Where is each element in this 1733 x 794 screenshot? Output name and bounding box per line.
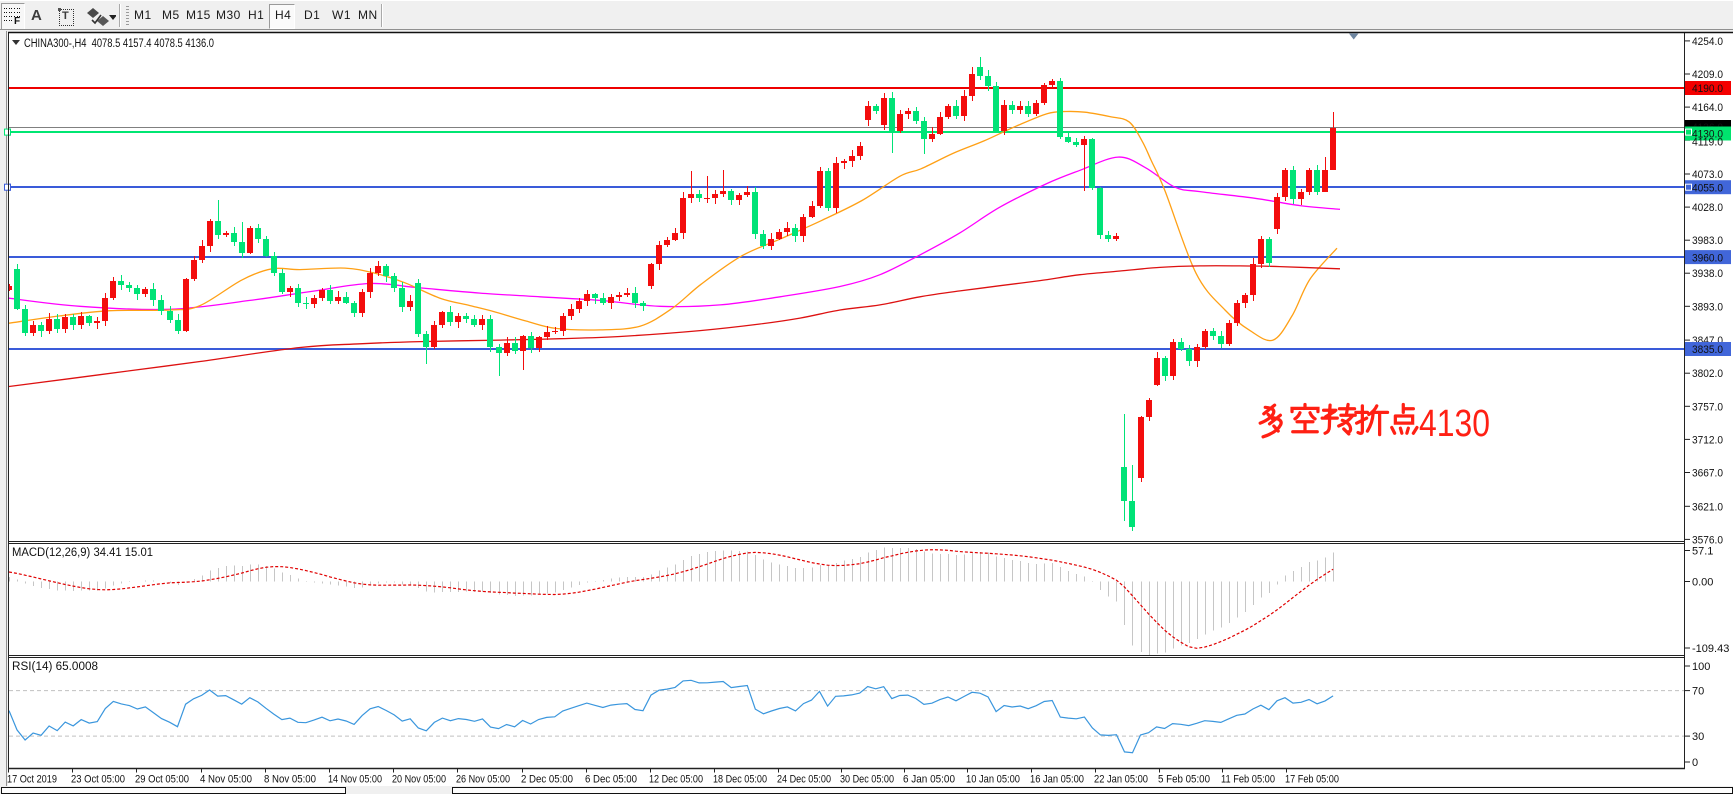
svg-text:3757.0: 3757.0 xyxy=(1692,401,1723,413)
svg-text:0: 0 xyxy=(1692,757,1698,769)
svg-text:MACD(12,26,9) 34.41 15.01: MACD(12,26,9) 34.41 15.01 xyxy=(12,547,153,559)
svg-text:6 Dec 05:00: 6 Dec 05:00 xyxy=(585,774,637,786)
svg-text:8 Nov 05:00: 8 Nov 05:00 xyxy=(264,774,316,786)
svg-text:4190.0: 4190.0 xyxy=(1692,83,1723,95)
svg-text:-109.43: -109.43 xyxy=(1692,643,1729,655)
svg-text:4130: 4130 xyxy=(1419,403,1490,445)
svg-text:3667.0: 3667.0 xyxy=(1692,468,1723,480)
svg-text:30: 30 xyxy=(1692,731,1704,743)
svg-text:4209.0: 4209.0 xyxy=(1692,69,1723,81)
svg-text:5 Feb 05:00: 5 Feb 05:00 xyxy=(1158,774,1210,786)
svg-text:0.00: 0.00 xyxy=(1692,577,1713,589)
svg-text:4254.0: 4254.0 xyxy=(1692,36,1723,48)
svg-text:100: 100 xyxy=(1692,661,1710,673)
svg-text:3893.0: 3893.0 xyxy=(1692,301,1723,313)
svg-text:3576.0: 3576.0 xyxy=(1692,534,1723,546)
svg-text:10 Jan 05:00: 10 Jan 05:00 xyxy=(966,774,1020,786)
svg-text:3712.0: 3712.0 xyxy=(1692,434,1723,446)
svg-text:20 Nov 05:00: 20 Nov 05:00 xyxy=(392,774,446,786)
svg-text:3938.0: 3938.0 xyxy=(1692,268,1723,280)
svg-text:4073.0: 4073.0 xyxy=(1692,169,1723,181)
svg-text:29 Oct 05:00: 29 Oct 05:00 xyxy=(135,774,189,786)
svg-text:CHINA300-,H4 4078.5 4157.4 40: CHINA300-,H4 4078.5 4157.4 4078.5 4136.0 xyxy=(24,38,214,50)
svg-text:3983.0: 3983.0 xyxy=(1692,235,1723,247)
svg-text:4130.0: 4130.0 xyxy=(1692,129,1723,141)
svg-text:57.1: 57.1 xyxy=(1692,546,1713,558)
svg-text:18 Dec 05:00: 18 Dec 05:00 xyxy=(713,774,767,786)
svg-text:70: 70 xyxy=(1692,686,1704,698)
svg-text:3960.0: 3960.0 xyxy=(1692,252,1723,264)
svg-text:23 Oct 05:00: 23 Oct 05:00 xyxy=(71,774,125,786)
svg-text:16 Jan 05:00: 16 Jan 05:00 xyxy=(1030,774,1084,786)
svg-text:22 Jan 05:00: 22 Jan 05:00 xyxy=(1094,774,1148,786)
svg-text:4028.0: 4028.0 xyxy=(1692,202,1723,214)
svg-text:17 Feb 05:00: 17 Feb 05:00 xyxy=(1285,774,1339,786)
svg-text:24 Dec 05:00: 24 Dec 05:00 xyxy=(777,774,831,786)
svg-text:17 Oct 2019: 17 Oct 2019 xyxy=(7,774,57,786)
svg-text:RSI(14) 65.0008: RSI(14) 65.0008 xyxy=(12,661,98,673)
svg-text:11 Feb 05:00: 11 Feb 05:00 xyxy=(1221,774,1275,786)
svg-text:3835.0: 3835.0 xyxy=(1692,344,1723,356)
svg-text:14 Nov 05:00: 14 Nov 05:00 xyxy=(328,774,382,786)
svg-text:30 Dec 05:00: 30 Dec 05:00 xyxy=(840,774,894,786)
svg-text:4164.0: 4164.0 xyxy=(1692,102,1723,114)
svg-text:6 Jan 05:00: 6 Jan 05:00 xyxy=(903,774,955,786)
svg-text:12 Dec 05:00: 12 Dec 05:00 xyxy=(649,774,703,786)
svg-text:3802.0: 3802.0 xyxy=(1692,368,1723,380)
svg-text:4119.0: 4119.0 xyxy=(1692,137,1723,149)
svg-text:26 Nov 05:00: 26 Nov 05:00 xyxy=(456,774,510,786)
svg-text:3621.0: 3621.0 xyxy=(1692,501,1723,513)
svg-text:2 Dec 05:00: 2 Dec 05:00 xyxy=(521,774,573,786)
svg-text:4055.0: 4055.0 xyxy=(1692,182,1723,194)
svg-text:4 Nov 05:00: 4 Nov 05:00 xyxy=(200,774,252,786)
